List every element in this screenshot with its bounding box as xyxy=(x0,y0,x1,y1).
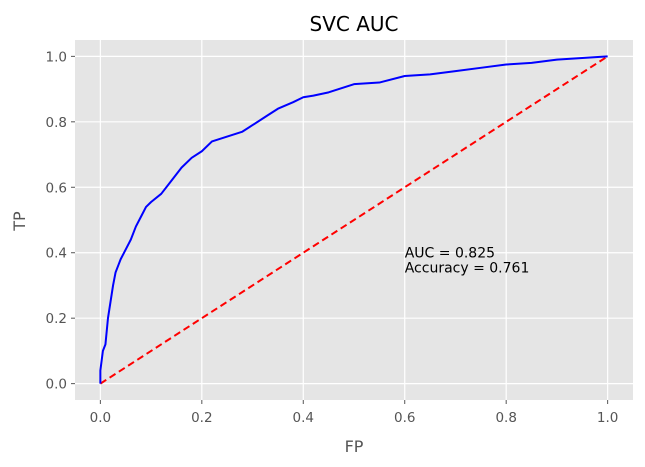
auc-annotation: AUC = 0.825 xyxy=(405,246,495,262)
y-tick-label: 0.6 xyxy=(46,180,67,196)
y-axis-label: TP xyxy=(10,211,29,232)
y-tick-label: 1.0 xyxy=(46,49,67,65)
x-axis-label: FP xyxy=(345,437,364,456)
y-tick-label: 0.8 xyxy=(46,115,67,131)
x-tick-label: 0.6 xyxy=(394,410,415,426)
series-layer xyxy=(99,55,609,385)
x-tick-label: 0.8 xyxy=(495,410,516,426)
accuracy-annotation: Accuracy = 0.761 xyxy=(405,260,530,276)
roc-curve-line xyxy=(99,55,608,384)
y-axis-ticks: 0.0 0.2 0.4 0.6 0.8 1.0 xyxy=(46,49,75,393)
y-tick-label: 0.0 xyxy=(46,377,67,393)
x-tick-label: 0.2 xyxy=(191,410,212,426)
y-tick-label: 0.4 xyxy=(46,246,67,262)
grid-lines xyxy=(75,40,633,400)
baseline-line xyxy=(99,55,609,385)
x-tick-label: 1.0 xyxy=(597,410,618,426)
chart-title: SVC AUC xyxy=(310,12,399,36)
x-axis-ticks: 0.0 0.2 0.4 0.6 0.8 1.0 xyxy=(90,400,618,426)
y-tick-label: 0.2 xyxy=(46,311,67,327)
x-tick-label: 0.0 xyxy=(90,410,111,426)
x-tick-label: 0.4 xyxy=(293,410,314,426)
